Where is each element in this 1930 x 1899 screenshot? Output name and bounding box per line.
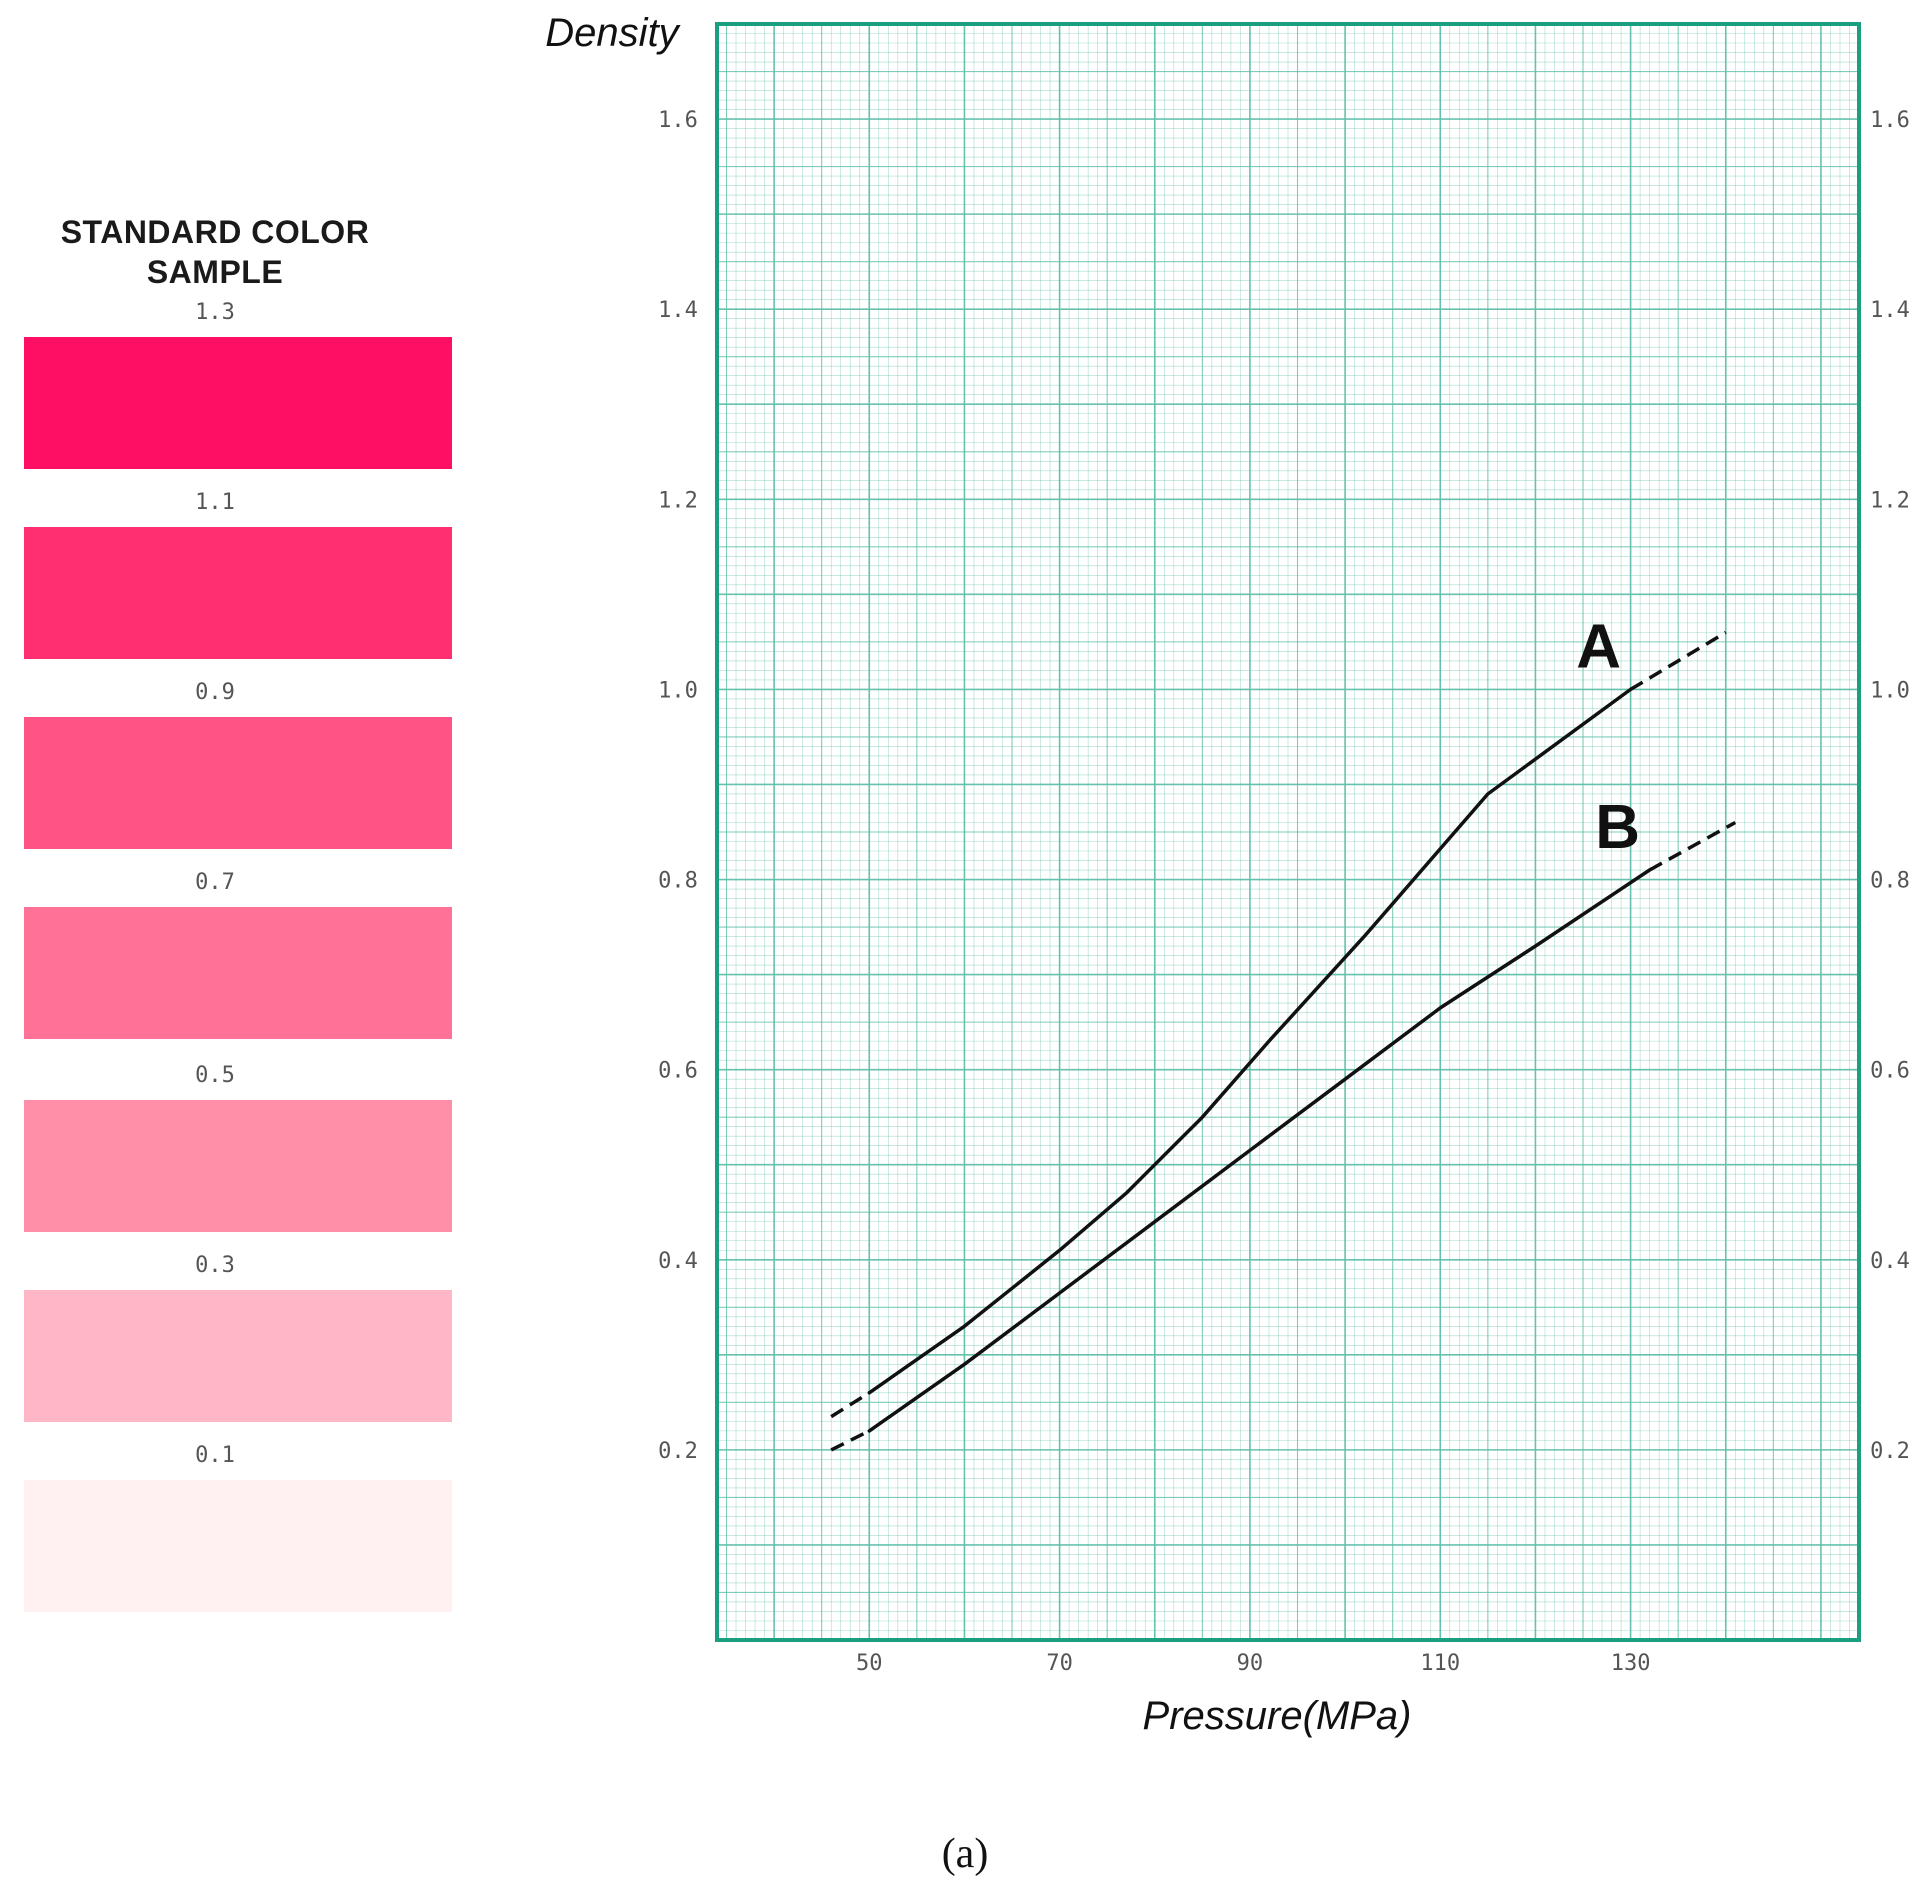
y-tick-label-right: 1.4 (1870, 298, 1910, 323)
y-tick-label-left: 1.4 (658, 298, 698, 323)
color-swatch (24, 717, 452, 849)
series-label-a: A (1576, 612, 1621, 681)
color-swatch (24, 527, 452, 659)
color-swatch (24, 1480, 452, 1612)
y-tick-label-right: 0.8 (1870, 869, 1910, 894)
y-tick-label-left: 0.4 (658, 1249, 698, 1274)
series-extrapolation-end-b (1648, 820, 1737, 872)
x-tick-label: 70 (1046, 1651, 1073, 1676)
color-sample-title-line1: STANDARD COLOR (60, 214, 370, 250)
figure-caption: (a) (941, 1831, 989, 1877)
y-tick-label-right: 0.2 (1870, 1439, 1910, 1464)
series-line-a (867, 687, 1633, 1395)
x-tick-label: 90 (1237, 1651, 1264, 1676)
plot-frame (715, 22, 1861, 1642)
y-tick-label-right: 1.6 (1870, 108, 1910, 133)
y-tick-label-left: 0.2 (658, 1439, 698, 1464)
y-tick-label-right: 0.6 (1870, 1059, 1910, 1084)
swatch-label: 0.7 (195, 870, 235, 895)
y-tick-label-right: 0.4 (1870, 1249, 1910, 1274)
series-extrapolation-start-a (830, 1391, 871, 1419)
color-swatch (24, 907, 452, 1039)
series-label-b: B (1595, 793, 1640, 862)
x-axis-label: Pressure(MPa) (1143, 1694, 1412, 1738)
swatch-label: 0.3 (195, 1253, 235, 1278)
series-line-b (867, 868, 1652, 1433)
y-axis-label: Density (545, 11, 681, 55)
color-sample-title: STANDARD COLOR SAMPLE (20, 212, 410, 292)
data-series: AB (830, 612, 1737, 1452)
series-b: B (830, 793, 1737, 1452)
swatch-label: 1.3 (195, 300, 235, 325)
swatch-label: 0.5 (195, 1063, 235, 1088)
y-tick-label-left: 1.6 (658, 108, 698, 133)
y-tick-label-left: 1.2 (658, 488, 698, 513)
series-extrapolation-end-a (1629, 630, 1727, 691)
y-tick-label-left: 0.6 (658, 1059, 698, 1084)
series-a: A (830, 612, 1727, 1419)
color-swatch (24, 1290, 452, 1422)
y-tick-label-right: 1.2 (1870, 488, 1910, 513)
series-extrapolation-start-b (830, 1429, 871, 1452)
color-sample-title-line2: SAMPLE (146, 254, 284, 290)
tick-labels: 0.2 0.2 0.4 0.4 0.6 0.6 0.8 0.8 1.0 1.0 1.2 1.2 1.4 1… (658, 108, 1910, 1676)
chart-grid (716, 23, 1860, 1641)
swatch-label: 0.9 (195, 680, 235, 705)
y-tick-label-left: 0.8 (658, 869, 698, 894)
x-tick-label: 130 (1611, 1651, 1651, 1676)
y-tick-label-right: 1.0 (1870, 678, 1910, 703)
color-swatch (24, 1100, 452, 1232)
y-tick-label-left: 1.0 (658, 678, 698, 703)
swatch-label: 0.1 (195, 1443, 235, 1468)
swatch-label: 1.1 (195, 490, 235, 515)
x-tick-label: 110 (1420, 1651, 1460, 1676)
x-tick-label: 50 (856, 1651, 883, 1676)
color-swatch (24, 337, 452, 469)
